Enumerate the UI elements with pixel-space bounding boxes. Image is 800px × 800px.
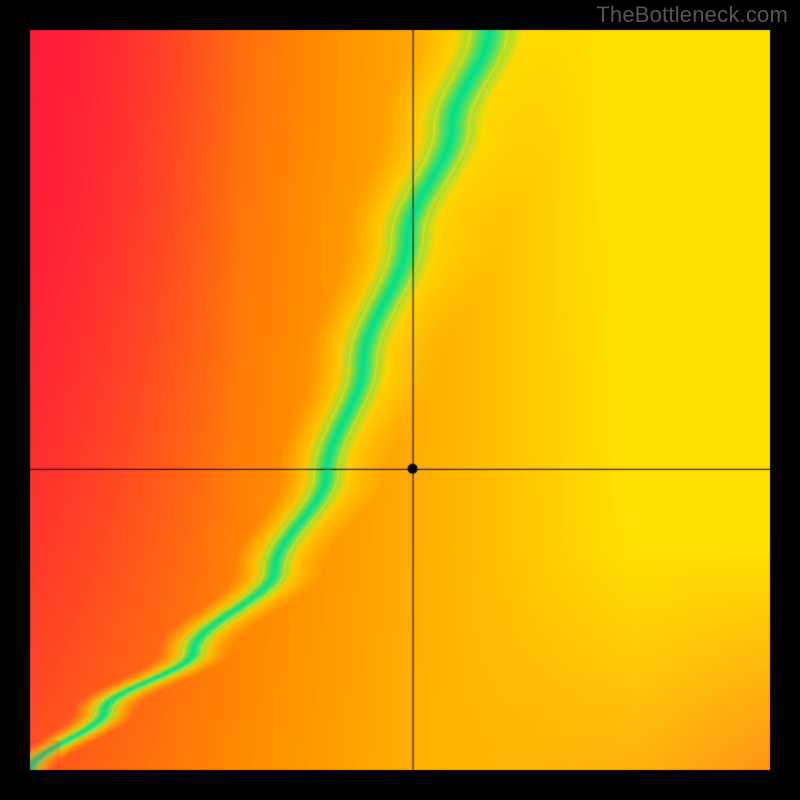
watermark-label: TheBottleneck.com xyxy=(596,2,788,28)
bottleneck-heatmap xyxy=(0,0,800,800)
chart-container: TheBottleneck.com xyxy=(0,0,800,800)
